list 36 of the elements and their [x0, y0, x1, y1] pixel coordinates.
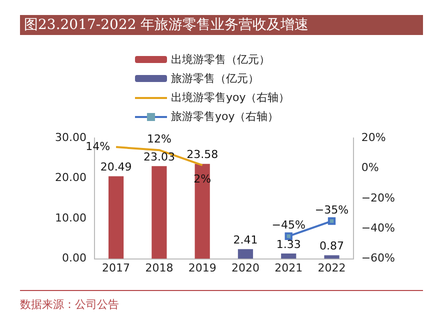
- bar: [194, 164, 210, 259]
- data-label: −45%: [272, 218, 306, 232]
- y-tick-label: 20.00: [54, 171, 86, 184]
- legend-label: 旅游零售yoy（右轴）: [171, 109, 279, 124]
- x-tick-label: 2020: [231, 261, 260, 274]
- data-label: 20.49: [100, 160, 132, 174]
- x-tick-label: 2021: [274, 261, 303, 274]
- x-tick-label: 2019: [188, 261, 216, 274]
- bar: [281, 253, 296, 259]
- y2-tick-label: −40%: [361, 221, 396, 234]
- y-tick-label: 10.00: [54, 211, 86, 224]
- x-tick-label: 2018: [145, 261, 174, 274]
- x-tick-label: 2022: [318, 261, 346, 274]
- legend-label: 旅游零售（亿元）: [171, 71, 259, 86]
- data-label: 23.58: [186, 148, 218, 162]
- data-label: 2.41: [233, 233, 258, 246]
- x-tick-label: 2017: [102, 261, 130, 274]
- y2-tick-label: 0%: [361, 161, 379, 174]
- legend-label: 出境游零售（亿元）: [171, 52, 270, 67]
- bar: [238, 249, 254, 259]
- data-label: 1.33: [276, 238, 301, 251]
- data-label: 0.87: [320, 240, 344, 253]
- y2-tick-label: 20%: [361, 130, 386, 144]
- data-label: 12%: [146, 132, 172, 146]
- data-label: −35%: [314, 203, 349, 216]
- y-tick-label: 0.00: [62, 252, 86, 265]
- legend-label: 出境游零售yoy（右轴）: [171, 90, 290, 105]
- bar: [152, 166, 167, 259]
- y2-tick-label: −20%: [361, 191, 396, 204]
- bar: [108, 176, 124, 259]
- y-tick-label: 30.00: [54, 130, 86, 144]
- data-label: 23.03: [143, 150, 175, 164]
- chart-title: 图23.2017-2022 年旅游零售业务营收及增速: [20, 15, 423, 35]
- y2-tick-label: −60%: [361, 252, 396, 265]
- data-label: 14%: [86, 140, 110, 153]
- source-note: 数据来源：公司公告: [20, 290, 423, 312]
